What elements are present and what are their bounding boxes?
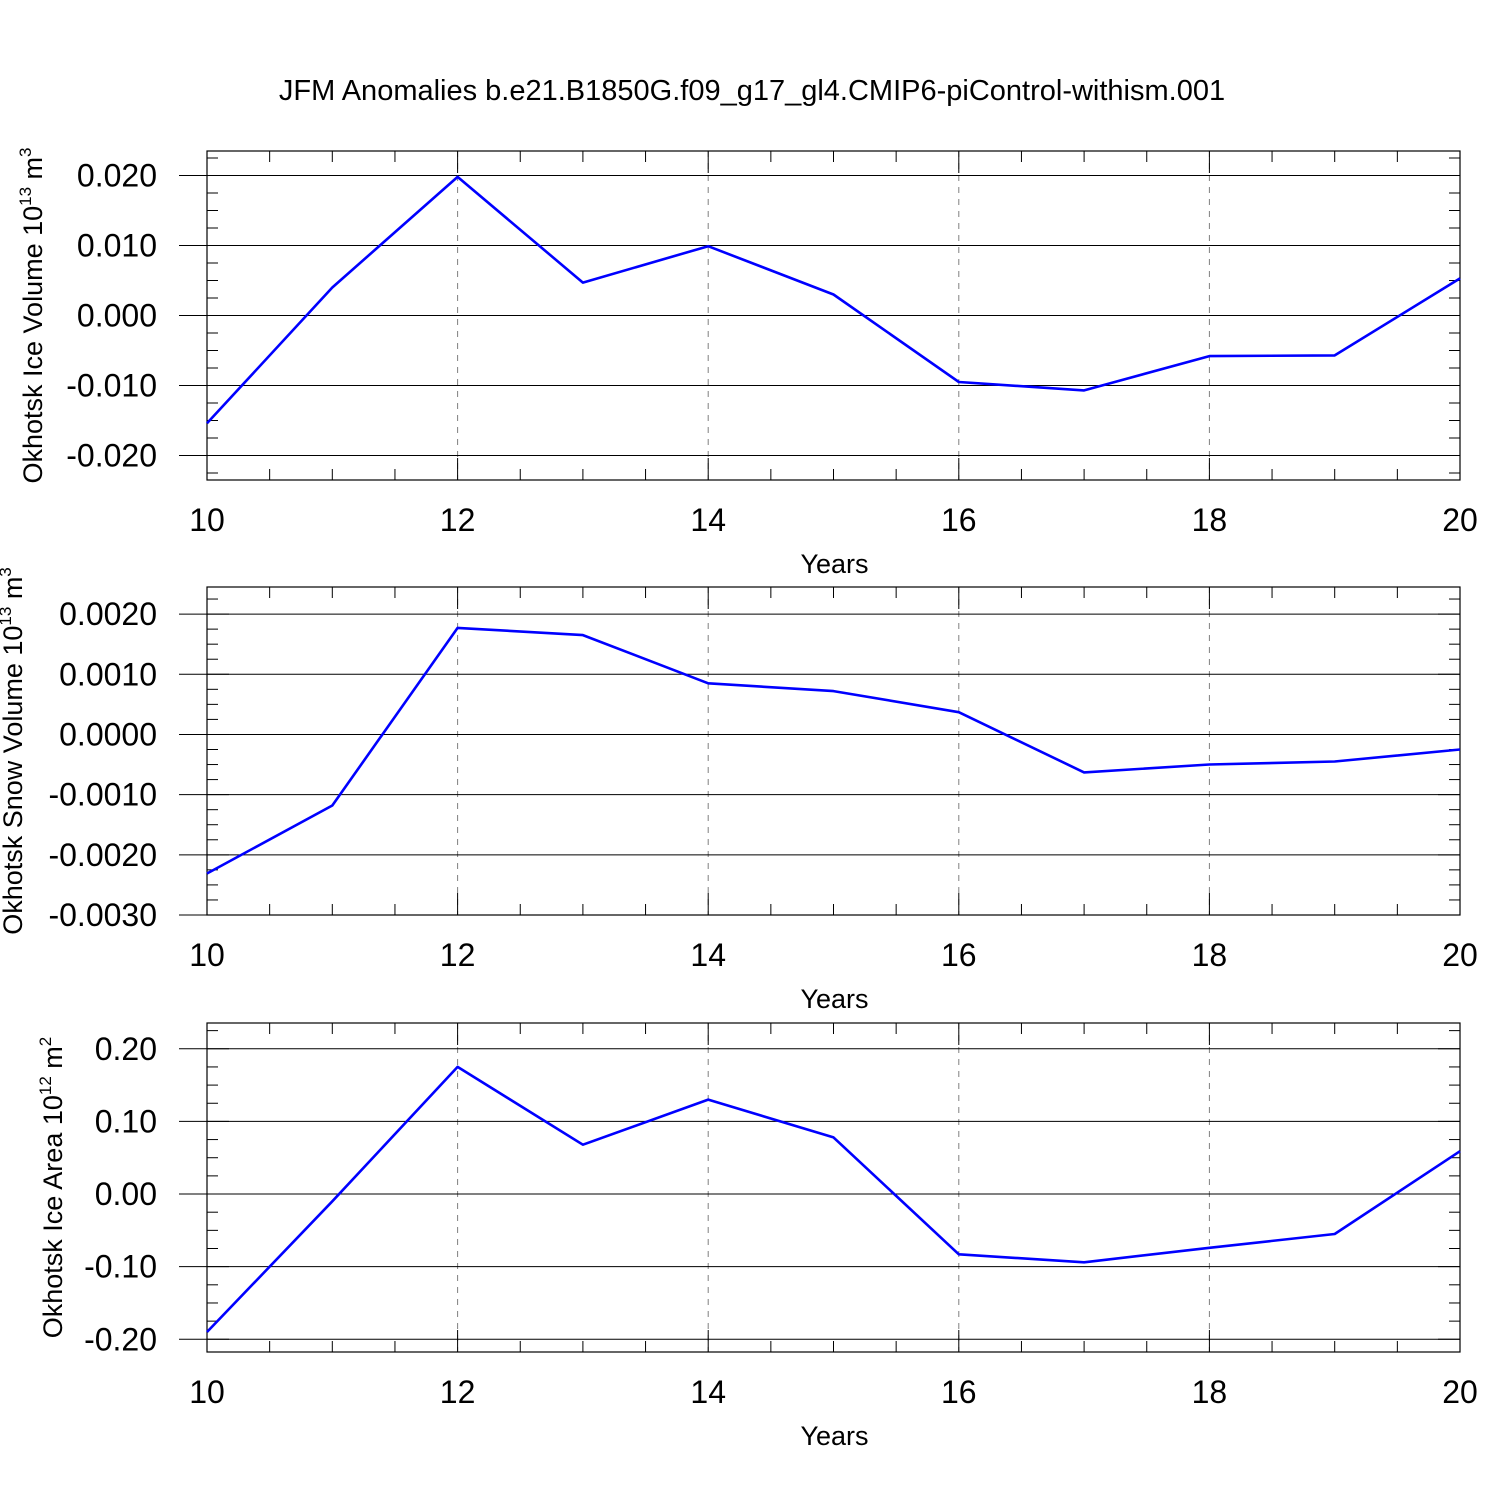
chart-panels: 10 12 14 16 18 20 Years -0.020 -0.010 0.000 0.010 0… [0, 147, 1478, 1451]
x-tick-label: 12 [440, 502, 476, 538]
chart-title: JFM Anomalies b.e21.B1850G.f09_g17_gl4.C… [279, 75, 1225, 107]
panel-ice-volume: 10 12 14 16 18 20 Years -0.020 -0.010 0.000 0.010 0… [16, 147, 1478, 579]
y-axis-title: Okhotsk Ice Volume 1013 m3 [16, 147, 48, 483]
y-tick-label: -0.0030 [48, 897, 157, 933]
y-tick-label: -0.010 [66, 368, 157, 404]
series-line [206, 1065, 1461, 1333]
x-tick-label: 16 [941, 937, 977, 973]
y-tick-label: 0.010 [77, 228, 157, 264]
x-tick-label: 10 [189, 937, 225, 973]
x-axis-title: Years [800, 549, 868, 579]
x-tick-label: 12 [440, 937, 476, 973]
x-tick-label: 12 [440, 1374, 476, 1410]
x-tick-label: 20 [1442, 1374, 1478, 1410]
x-tick-label: 20 [1442, 502, 1478, 538]
x-tick-label: 16 [941, 1374, 977, 1410]
y-tick-label: -0.0020 [48, 837, 157, 873]
series-line [206, 626, 1461, 875]
series-line [206, 175, 1461, 425]
y-axis-title: Okhotsk Snow Volume 1013 m3 [0, 567, 28, 935]
panel-snow-volume: 10 12 14 16 18 20 Years -0.0030 -0.0020 -0.0010 0.… [0, 567, 1478, 1014]
x-tick-label: 14 [690, 937, 726, 973]
y-tick-label: 0.10 [95, 1103, 157, 1139]
y-tick-label: -0.20 [84, 1321, 157, 1357]
x-tick-label: 10 [189, 1374, 225, 1410]
x-tick-label: 14 [690, 1374, 726, 1410]
x-tick-label: 18 [1192, 937, 1228, 973]
y-tick-label: 0.0000 [59, 716, 157, 752]
x-tick-label: 18 [1192, 1374, 1228, 1410]
x-tick-label: 20 [1442, 937, 1478, 973]
x-axis-title: Years [800, 984, 868, 1014]
plot-frame [206, 586, 1461, 916]
panel-ice-area: 10 12 14 16 18 20 Years -0.20 -0.10 0.00 0.10 0.20 O… [36, 1022, 1478, 1451]
x-tick-label: 14 [690, 502, 726, 538]
x-tick-label: 18 [1192, 502, 1228, 538]
y-tick-label: 0.020 [77, 158, 157, 194]
y-tick-label: 0.00 [95, 1176, 157, 1212]
y-tick-label: -0.10 [84, 1249, 157, 1285]
y-axis-title: Okhotsk Ice Area 1012 m2 [36, 1037, 68, 1339]
y-tick-label: 0.0010 [59, 656, 157, 692]
x-tick-label: 10 [189, 502, 225, 538]
y-tick-label: 0.0020 [59, 596, 157, 632]
y-tick-label: 0.000 [77, 298, 157, 334]
y-tick-label: -0.0010 [48, 777, 157, 813]
plot-frame [206, 1022, 1461, 1353]
x-tick-label: 16 [941, 502, 977, 538]
y-tick-label: 0.20 [95, 1031, 157, 1067]
x-axis-title: Years [800, 1421, 868, 1451]
y-tick-label: -0.020 [66, 438, 157, 474]
